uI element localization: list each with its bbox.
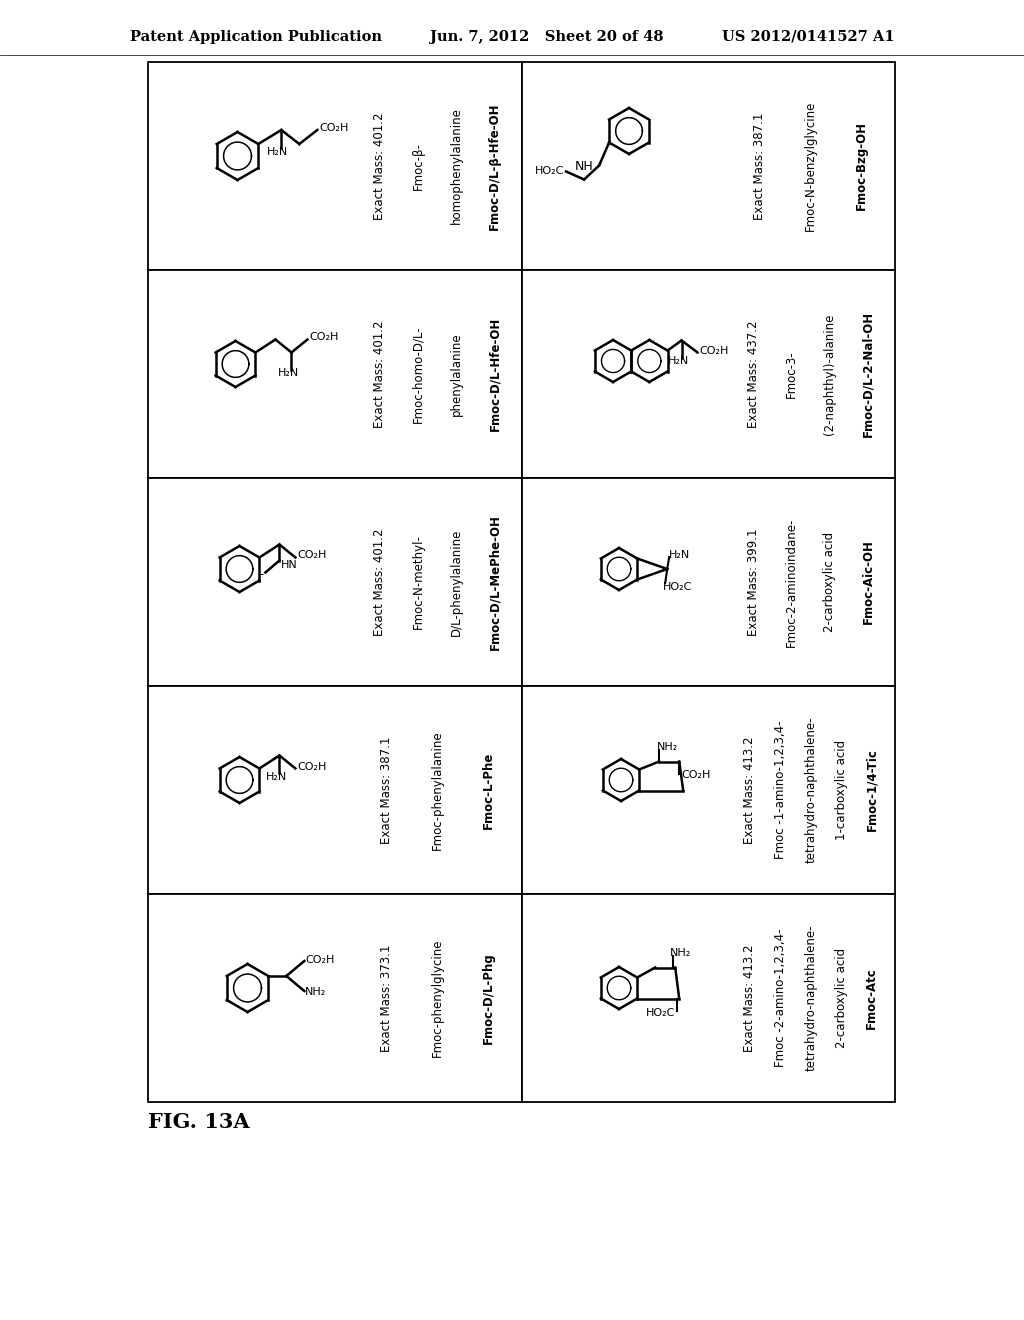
Text: Fmoc-D/L-β-Hfe-OH: Fmoc-D/L-β-Hfe-OH	[487, 102, 501, 230]
Text: Fmoc-N-methyl-: Fmoc-N-methyl-	[412, 535, 425, 630]
Text: HN: HN	[281, 560, 297, 569]
Text: Fmoc-1/4-Tic: Fmoc-1/4-Tic	[865, 748, 879, 832]
Text: Fmoc-2-aminoindane-: Fmoc-2-aminoindane-	[785, 517, 798, 647]
Text: CO₂H: CO₂H	[319, 123, 349, 133]
Text: NH₂: NH₂	[657, 742, 679, 752]
Text: Fmoc-D/L-2-Nal-OH: Fmoc-D/L-2-Nal-OH	[861, 312, 874, 437]
Text: Fmoc-Aic-OH: Fmoc-Aic-OH	[861, 540, 874, 624]
Text: phenylalanine: phenylalanine	[450, 333, 463, 416]
Text: –: –	[257, 568, 263, 581]
Text: Fmoc-Atc: Fmoc-Atc	[865, 968, 879, 1028]
Text: Fmoc-β-: Fmoc-β-	[412, 143, 425, 190]
Bar	[521, 894, 895, 1102]
Text: tetrahydro-naphthalene-: tetrahydro-naphthalene-	[804, 717, 817, 863]
Text: NH: NH	[574, 160, 593, 173]
Text: Fmoc-D/L-Hfe-OH: Fmoc-D/L-Hfe-OH	[487, 317, 501, 432]
Text: US 2012/0141527 A1: US 2012/0141527 A1	[722, 30, 895, 44]
Text: CO₂H: CO₂H	[305, 954, 335, 965]
Bar	[521, 271, 895, 478]
Bar	[148, 271, 521, 478]
Text: Fmoc-phenylglycine: Fmoc-phenylglycine	[431, 939, 443, 1057]
Text: Exact Mass: 373.1: Exact Mass: 373.1	[380, 944, 393, 1052]
Text: Exact Mass: 387.1: Exact Mass: 387.1	[380, 737, 393, 843]
Bar	[148, 894, 521, 1102]
Text: H₂N: H₂N	[278, 368, 299, 379]
Bar	[148, 686, 521, 894]
Text: Jun. 7, 2012   Sheet 20 of 48: Jun. 7, 2012 Sheet 20 of 48	[430, 30, 664, 44]
Text: Fmoc -2-amino-1,2,3,4-: Fmoc -2-amino-1,2,3,4-	[774, 929, 786, 1068]
Text: CO₂H: CO₂H	[297, 762, 327, 771]
Text: Exact Mass: 401.2: Exact Mass: 401.2	[374, 112, 386, 219]
Text: Exact Mass: 387.1: Exact Mass: 387.1	[754, 112, 766, 219]
Text: H₂N: H₂N	[668, 356, 689, 367]
Text: 1-carboxylic acid: 1-carboxylic acid	[835, 741, 848, 840]
Text: (2-naphthyl)-alanine: (2-naphthyl)-alanine	[823, 313, 837, 434]
Bar	[148, 478, 521, 686]
Bar	[521, 686, 895, 894]
Text: Fmoc-Bzg-OH: Fmoc-Bzg-OH	[855, 121, 868, 210]
Text: H₂N: H₂N	[267, 147, 289, 157]
Text: CO₂H: CO₂H	[681, 771, 711, 780]
Bar	[521, 62, 895, 271]
Bar	[148, 62, 521, 271]
Text: Exact Mass: 401.2: Exact Mass: 401.2	[374, 321, 386, 428]
Text: NH₂: NH₂	[670, 949, 691, 958]
Text: Fmoc-3-: Fmoc-3-	[785, 350, 798, 397]
Text: Fmoc-L-Phe: Fmoc-L-Phe	[481, 751, 495, 829]
Text: Fmoc-D/L-MePhe-OH: Fmoc-D/L-MePhe-OH	[487, 513, 501, 649]
Text: tetrahydro-naphthalene-: tetrahydro-naphthalene-	[804, 925, 817, 1072]
Text: H₂N: H₂N	[670, 550, 690, 560]
Text: FIG. 13A: FIG. 13A	[148, 1111, 250, 1133]
Text: Fmoc -1-amino-1,2,3,4-: Fmoc -1-amino-1,2,3,4-	[774, 721, 786, 859]
Text: Patent Application Publication: Patent Application Publication	[130, 30, 382, 44]
Text: Exact Mass: 399.1: Exact Mass: 399.1	[746, 528, 760, 636]
Text: homophenylalanine: homophenylalanine	[450, 107, 463, 224]
Text: H₂N: H₂N	[265, 771, 287, 781]
Text: 2-carboxylic acid: 2-carboxylic acid	[835, 948, 848, 1048]
Text: 2-carboxylic acid: 2-carboxylic acid	[823, 532, 837, 632]
Text: Exact Mass: 401.2: Exact Mass: 401.2	[374, 528, 386, 636]
Text: Exact Mass: 413.2: Exact Mass: 413.2	[743, 944, 756, 1052]
Text: Exact Mass: 437.2: Exact Mass: 437.2	[746, 321, 760, 428]
Text: HO₂C: HO₂C	[646, 1007, 675, 1018]
Text: HO₂C: HO₂C	[535, 166, 564, 177]
Bar	[521, 478, 895, 686]
Text: Fmoc-N-benzylglycine: Fmoc-N-benzylglycine	[804, 100, 817, 231]
Text: HO₂C: HO₂C	[664, 582, 692, 591]
Text: Fmoc-phenylalanine: Fmoc-phenylalanine	[431, 730, 443, 850]
Text: NH₂: NH₂	[305, 987, 327, 997]
Text: D/L-phenylalanine: D/L-phenylalanine	[450, 528, 463, 636]
Text: CO₂H: CO₂H	[309, 333, 339, 342]
Text: Fmoc-D/L-Phg: Fmoc-D/L-Phg	[481, 952, 495, 1044]
Text: Exact Mass: 413.2: Exact Mass: 413.2	[743, 737, 756, 843]
Text: CO₂H: CO₂H	[297, 550, 327, 561]
Text: Fmoc-homo-D/L-: Fmoc-homo-D/L-	[412, 325, 425, 422]
Text: CO₂H: CO₂H	[699, 346, 729, 355]
